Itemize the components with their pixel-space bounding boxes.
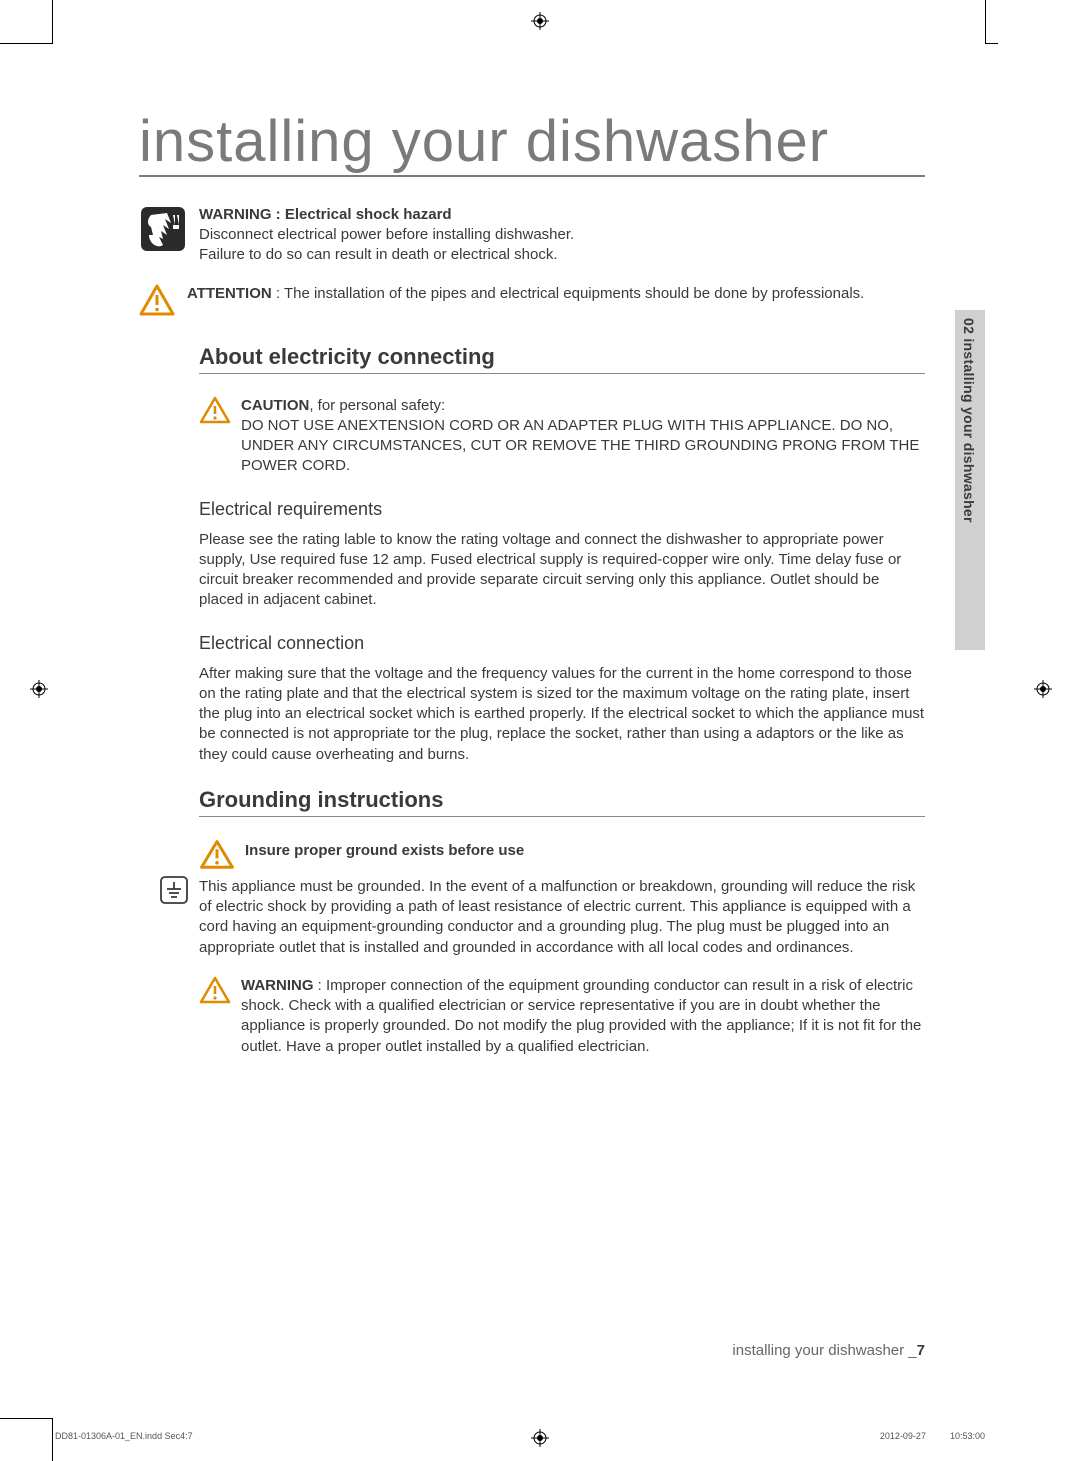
page-title: installing your dishwasher: [139, 112, 925, 177]
caution-triangle-icon: [199, 839, 235, 863]
section-heading: About electricity connecting: [199, 344, 925, 374]
paragraph: After making sure that the voltage and t…: [199, 664, 925, 765]
crop-mark: [52, 1418, 53, 1461]
ground-icon: [159, 875, 189, 905]
caution-row: CAUTION, for personal safety: DO NOT USE…: [199, 396, 925, 477]
print-file: DD81-01306A-01_EN.indd Sec4:7: [55, 1431, 193, 1441]
section-electricity: About electricity connecting CAUTION, fo…: [199, 344, 925, 1057]
side-tab-label: 02 installing your dishwasher: [961, 318, 977, 523]
caution-triangle-icon: [199, 396, 231, 424]
registration-mark-icon: [30, 680, 48, 698]
warning-body: : Improper connection of the equipment g…: [241, 977, 921, 1055]
subheading: Electrical requirements: [199, 499, 925, 520]
caution-text: CAUTION, for personal safety: DO NOT USE…: [241, 396, 925, 477]
warning-shock-block: WARNING : Electrical shock hazard Discon…: [139, 205, 925, 266]
attention-body: : The installation of the pipes and elec…: [272, 285, 865, 302]
caution-triangle-icon: [199, 976, 231, 1004]
warning-label: WARNING: [241, 977, 314, 994]
warning-row: WARNING : Improper connection of the equ…: [199, 976, 925, 1057]
side-tab: 02 installing your dishwasher: [955, 310, 985, 650]
print-time: 10:53:00: [950, 1431, 985, 1441]
caution-label: CAUTION: [241, 397, 309, 414]
page-footer: installing your dishwasher _7: [732, 1342, 925, 1359]
print-date: 2012-09-27: [880, 1431, 926, 1441]
content-area: installing your dishwasher WARNING : Ele…: [139, 112, 925, 1365]
crop-mark: [986, 43, 998, 44]
warning-text: WARNING : Improper connection of the equ…: [241, 976, 925, 1057]
ground-label-row: Insure proper ground exists before use: [199, 839, 925, 863]
section-heading: Grounding instructions: [199, 787, 925, 817]
crop-mark: [0, 43, 52, 44]
page-number: 7: [917, 1342, 925, 1359]
paragraph: Please see the rating lable to know the …: [199, 530, 925, 611]
registration-mark-icon: [1034, 680, 1052, 698]
footer-text: installing your dishwasher _: [732, 1342, 916, 1359]
attention-text: ATTENTION : The installation of the pipe…: [187, 284, 864, 304]
crop-mark: [0, 1418, 52, 1419]
ground-ensure-label: Insure proper ground exists before use: [245, 842, 524, 859]
registration-mark-icon: [531, 12, 549, 30]
print-footer: DD81-01306A-01_EN.indd Sec4:7 2012-09-27…: [55, 1431, 985, 1441]
electric-shock-icon: [139, 205, 187, 253]
caution-tail: , for personal safety:: [309, 397, 445, 414]
page-frame: 02 installing your dishwasher installing…: [55, 46, 985, 1415]
caution-body: DO NOT USE ANEXTENSION CORD OR AN ADAPTE…: [241, 417, 919, 475]
caution-triangle-icon: [139, 284, 175, 316]
crop-mark: [52, 0, 53, 44]
paragraph: This appliance must be grounded. In the …: [199, 877, 925, 958]
warning-heading: WARNING : Electrical shock hazard: [199, 206, 452, 223]
subheading: Electrical connection: [199, 633, 925, 654]
attention-block: ATTENTION : The installation of the pipe…: [139, 284, 925, 316]
ground-block: This appliance must be grounded. In the …: [199, 877, 925, 1057]
warning-line: Disconnect electrical power before insta…: [199, 225, 925, 245]
warning-shock-text: WARNING : Electrical shock hazard Discon…: [199, 205, 925, 266]
crop-mark: [985, 0, 986, 44]
attention-label: ATTENTION: [187, 285, 272, 302]
warning-line: Failure to do so can result in death or …: [199, 245, 925, 265]
